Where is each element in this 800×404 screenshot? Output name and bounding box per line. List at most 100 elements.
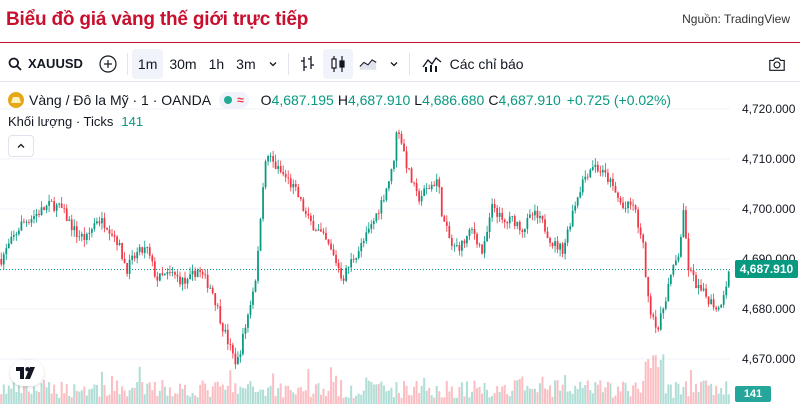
interval-30m-button[interactable]: 30m <box>169 55 197 72</box>
volume-bar <box>83 386 86 404</box>
bar-style-button[interactable] <box>293 49 323 79</box>
volume-bar <box>362 390 365 404</box>
volume-bar <box>118 394 121 404</box>
candle-body <box>483 241 486 254</box>
candle-body <box>143 247 146 253</box>
chart-toolbar: XAUUSD 1m 30m 1h 3m Các chỉ báo <box>0 46 800 82</box>
interval-dropdown-button[interactable] <box>262 49 284 79</box>
volume-bar <box>559 390 562 404</box>
volume-bar <box>184 384 187 404</box>
candle-body <box>174 272 176 275</box>
candle-body <box>695 274 697 289</box>
indicators-button[interactable]: Các chỉ báo <box>414 49 532 79</box>
volume-bar <box>166 395 169 404</box>
candle-body <box>586 176 589 178</box>
volume-bar <box>75 390 78 404</box>
candle-body <box>717 307 720 310</box>
volume-bar <box>546 389 549 404</box>
candle-body <box>685 210 687 239</box>
candle-body <box>647 276 650 297</box>
candle-body <box>133 255 136 259</box>
area-chart-icon <box>359 58 377 70</box>
volume-bar <box>20 393 23 404</box>
y-tick-label: 4,700.000 <box>742 202 796 216</box>
market-status-badge[interactable]: ≈ <box>219 91 249 109</box>
volume-bar <box>221 384 224 404</box>
volume-bar <box>476 388 479 404</box>
candles-style-button[interactable] <box>322 48 353 79</box>
candle-body <box>186 279 189 284</box>
tradingview-logo[interactable] <box>10 360 44 386</box>
interval-1m-button[interactable]: 1m <box>131 48 164 79</box>
candle-body <box>242 333 244 355</box>
volume-bar <box>249 381 252 404</box>
candle-body <box>385 188 388 200</box>
volume-bar <box>622 381 625 404</box>
volume-bar <box>430 395 433 404</box>
volume-bar <box>584 385 587 404</box>
candle-body <box>169 272 171 273</box>
candle-body <box>561 243 564 254</box>
symbol-search-button[interactable]: XAUUSD <box>0 46 93 81</box>
area-style-button[interactable] <box>353 49 383 79</box>
candle-body <box>75 226 78 237</box>
interval-3m-button[interactable]: 3m <box>236 55 256 72</box>
volume-bar <box>571 393 574 404</box>
candle-body <box>2 254 5 265</box>
volume-bar <box>380 381 383 404</box>
interval-1h-button[interactable]: 1h <box>208 55 225 72</box>
volume-bar <box>347 397 350 404</box>
price-chart[interactable]: 4,720.0004,710.0004,700.0004,690.0004,68… <box>0 86 800 404</box>
volume-bar <box>324 395 327 404</box>
current-volume-label: 141 <box>735 386 771 402</box>
candle-body <box>435 179 438 186</box>
volume-bar <box>153 381 156 404</box>
volume-bar <box>642 380 645 404</box>
candle-body <box>687 238 690 270</box>
volume-bar <box>468 397 471 404</box>
volume-bar <box>647 359 650 404</box>
candle-body <box>632 204 634 206</box>
volume-bar <box>68 396 71 404</box>
candle-body <box>254 280 257 292</box>
candle-body <box>98 221 101 224</box>
volume-bar <box>360 394 363 404</box>
candle-body <box>259 218 262 251</box>
volume-bar <box>206 390 209 404</box>
volume-bar <box>236 393 239 404</box>
volume-bar <box>143 394 146 404</box>
candle-body <box>362 240 365 244</box>
candle-body <box>40 207 43 215</box>
close-label: C <box>488 92 499 108</box>
screenshot-button[interactable] <box>762 49 792 79</box>
candle-body <box>375 213 378 222</box>
volume-bar <box>614 395 617 404</box>
candle-body <box>463 240 466 244</box>
candle-body <box>657 327 660 330</box>
volume-bar <box>377 383 380 404</box>
collapse-legend-button[interactable] <box>8 135 34 157</box>
volume-bar <box>111 375 114 404</box>
volume-bar <box>12 381 15 404</box>
candle-body <box>664 301 667 309</box>
volume-bar <box>420 385 423 404</box>
volume-bar <box>541 376 544 404</box>
candle-body <box>17 230 20 235</box>
volume-bar <box>357 393 360 404</box>
volume-bar <box>108 394 111 404</box>
candle-body <box>594 164 597 168</box>
volume-bar <box>669 384 672 404</box>
legend-title[interactable]: Vàng / Đô la Mỹ · 1 · OANDA <box>29 92 212 108</box>
volume-bar <box>0 394 3 404</box>
candle-body <box>10 236 13 244</box>
candle-body <box>682 210 685 238</box>
candle-body <box>473 228 476 234</box>
candle-body <box>372 221 375 225</box>
candle-body <box>468 229 471 237</box>
candle-body <box>428 188 431 190</box>
volume-bar <box>88 389 91 404</box>
chart-type-dropdown-button[interactable] <box>383 49 405 79</box>
candle-body <box>23 221 25 223</box>
candle-body <box>539 215 541 218</box>
compare-symbol-button[interactable] <box>93 49 123 79</box>
